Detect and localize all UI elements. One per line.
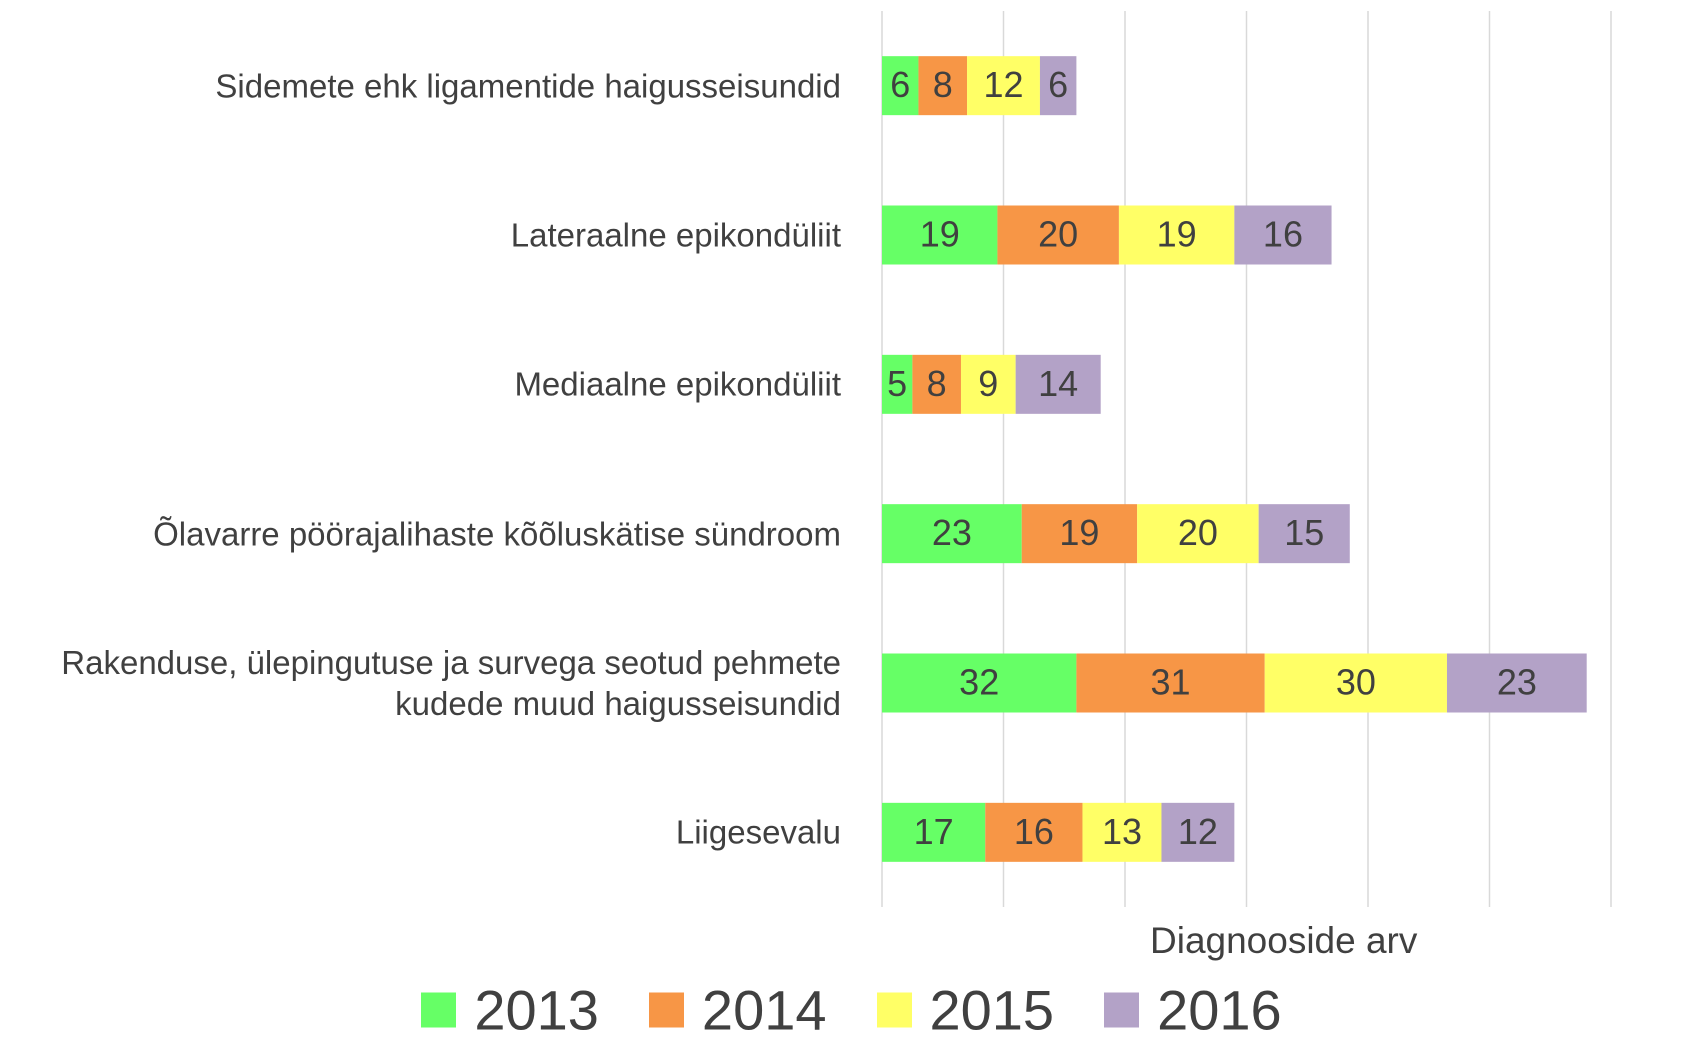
bar-segment bbox=[1021, 504, 1138, 564]
legend-item: 2013 bbox=[421, 978, 599, 1043]
category-label: Mediaalne epikondüliit bbox=[514, 365, 841, 403]
bar-segment bbox=[1076, 653, 1265, 713]
data-label: 32 bbox=[959, 662, 999, 703]
data-label: 16 bbox=[1014, 811, 1054, 852]
category-label: Liigesevalu bbox=[675, 813, 841, 851]
data-label: 5 bbox=[887, 363, 907, 404]
bar-segment bbox=[882, 205, 998, 265]
bar-segment bbox=[1082, 802, 1162, 862]
data-label: 17 bbox=[914, 811, 954, 852]
bar-segment bbox=[967, 56, 1040, 116]
data-label: 6 bbox=[1048, 64, 1068, 105]
bar-segment bbox=[1137, 504, 1259, 564]
data-label: 9 bbox=[978, 363, 998, 404]
category-label: Rakenduse, ülepingutuse ja survega seotu… bbox=[61, 643, 841, 722]
legend-label: 2014 bbox=[701, 978, 827, 1042]
bar-segment bbox=[960, 354, 1016, 414]
bar-segment bbox=[985, 802, 1083, 862]
data-label: 20 bbox=[1038, 214, 1078, 255]
legend-item: 2016 bbox=[1104, 978, 1282, 1043]
category-label: Sidemete ehk ligamentide haigusseisundid bbox=[215, 67, 841, 105]
bar-segment bbox=[882, 56, 919, 116]
category-label: Õlavarre pöörajalihaste kõõluskätise sün… bbox=[153, 515, 841, 553]
legend: 2013 2014 2015 2016 bbox=[0, 978, 1703, 1043]
legend-label: 2015 bbox=[929, 978, 1055, 1042]
category-label: Lateraalne epikondüliit bbox=[510, 216, 841, 254]
data-label: 12 bbox=[1178, 811, 1218, 852]
bar-segment bbox=[882, 802, 986, 862]
data-label: 16 bbox=[1263, 214, 1303, 255]
bar-segment bbox=[1118, 205, 1235, 265]
bar-segment bbox=[918, 56, 968, 116]
bar-segment bbox=[997, 205, 1119, 265]
data-label: 13 bbox=[1102, 811, 1142, 852]
bar-segment bbox=[1446, 653, 1587, 713]
data-label: 23 bbox=[1497, 662, 1537, 703]
data-label: 20 bbox=[1178, 512, 1218, 553]
bar-segment bbox=[1039, 56, 1077, 116]
legend-item: 2014 bbox=[648, 978, 827, 1043]
data-label: 15 bbox=[1284, 512, 1324, 553]
legend-label: 2016 bbox=[1157, 978, 1282, 1042]
x-axis-label: Diagnooside arv bbox=[1150, 920, 1418, 961]
data-label: 30 bbox=[1336, 662, 1376, 703]
bar-segment bbox=[1264, 653, 1447, 713]
bar-segment bbox=[1258, 504, 1350, 564]
data-label: 19 bbox=[1157, 214, 1197, 255]
data-label: 19 bbox=[1059, 512, 1099, 553]
legend-label: 2013 bbox=[474, 978, 599, 1042]
bar-segment bbox=[1234, 205, 1332, 265]
data-label: 14 bbox=[1038, 363, 1078, 404]
data-label: 19 bbox=[920, 214, 960, 255]
legend-swatch bbox=[876, 992, 912, 1028]
data-label: 6 bbox=[890, 64, 910, 105]
bar-segment bbox=[882, 354, 913, 414]
legend-item: 2015 bbox=[876, 978, 1055, 1043]
data-label: 8 bbox=[927, 363, 947, 404]
bar-segment bbox=[1161, 802, 1235, 862]
bar-segment bbox=[912, 354, 961, 414]
data-label: 31 bbox=[1151, 662, 1191, 703]
data-label: 12 bbox=[983, 64, 1023, 105]
bar-segment bbox=[1015, 354, 1101, 414]
bar-segment bbox=[882, 653, 1077, 713]
data-label: 23 bbox=[932, 512, 972, 553]
legend-swatch bbox=[648, 992, 684, 1028]
data-label: 8 bbox=[933, 64, 953, 105]
legend-swatch bbox=[421, 992, 457, 1028]
bar-segment bbox=[882, 504, 1022, 564]
legend-swatch bbox=[1104, 992, 1140, 1028]
